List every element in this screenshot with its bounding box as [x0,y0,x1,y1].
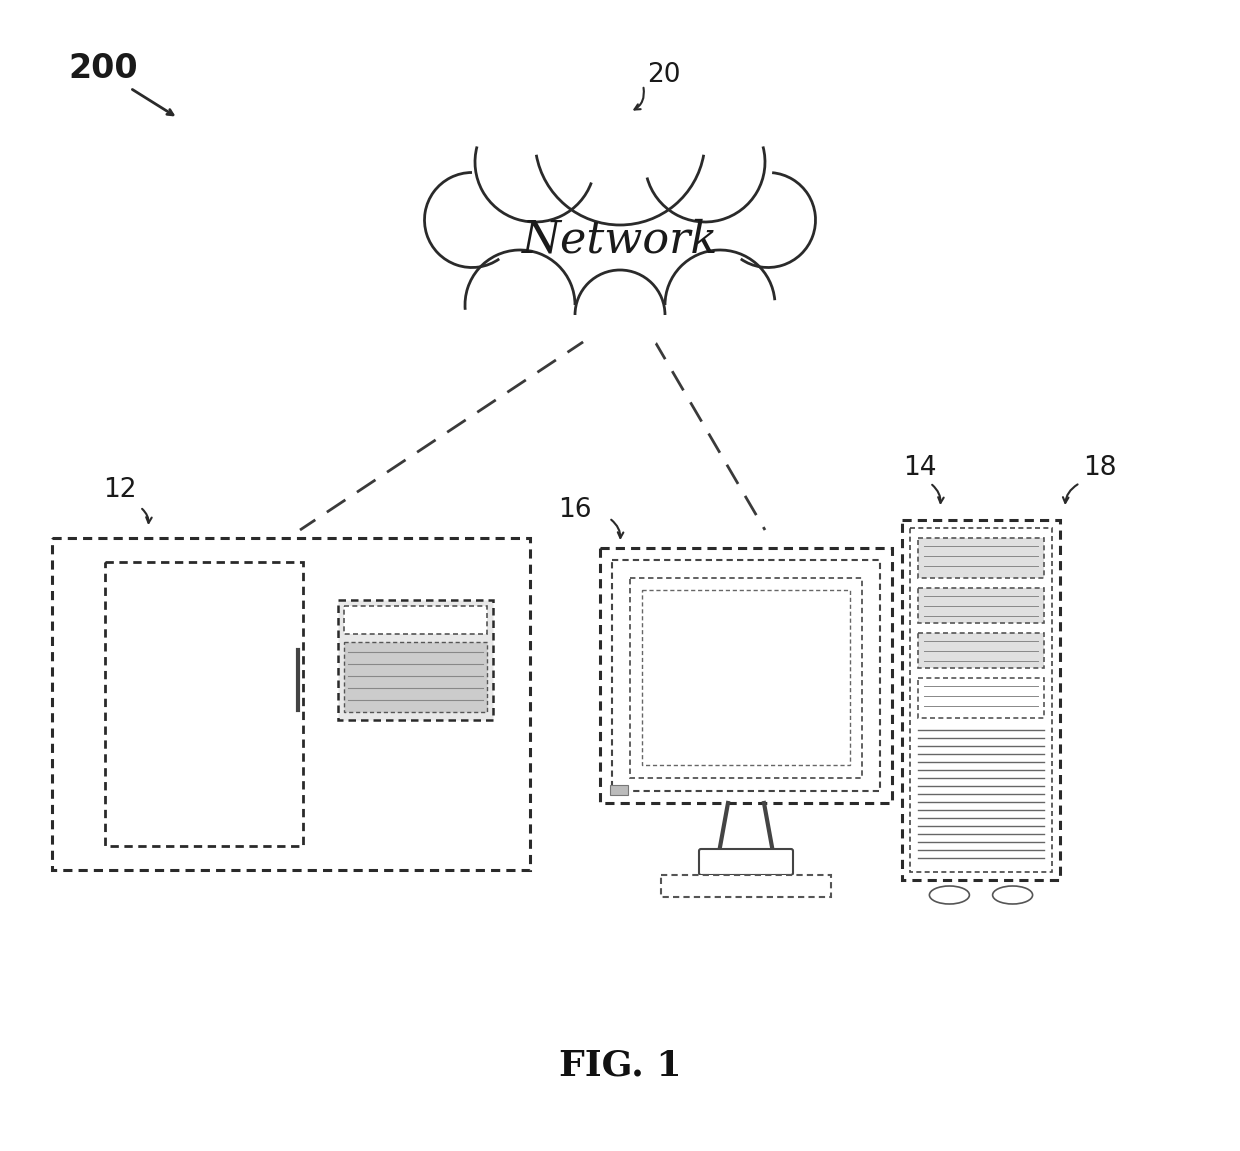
Bar [105,562,303,846]
Bar [918,678,1044,718]
Bar [910,528,1052,872]
Text: 14: 14 [903,455,936,481]
Text: 200: 200 [68,52,138,84]
Bar [642,590,849,765]
Ellipse shape [992,886,1033,904]
Ellipse shape [720,173,816,267]
Bar [613,561,880,791]
FancyBboxPatch shape [699,849,794,875]
Bar [630,578,862,778]
Ellipse shape [475,102,595,222]
Bar [339,600,494,721]
Ellipse shape [575,270,665,360]
Bar [918,538,1044,578]
Bar [918,633,1044,668]
Bar [600,548,892,803]
Text: Network: Network [522,219,718,261]
Ellipse shape [645,102,765,222]
Bar [343,642,487,712]
Bar [343,605,487,634]
Text: 12: 12 [103,477,136,503]
Bar [610,785,627,795]
Ellipse shape [424,173,520,267]
Text: 20: 20 [647,62,681,87]
Bar [918,588,1044,623]
Ellipse shape [534,55,706,224]
Ellipse shape [665,250,775,360]
Bar [661,875,831,897]
Ellipse shape [930,886,970,904]
Bar [52,538,529,870]
Text: 18: 18 [1084,455,1117,481]
Text: 16: 16 [558,497,591,523]
Ellipse shape [470,120,770,340]
Ellipse shape [465,250,575,360]
Text: FIG. 1: FIG. 1 [559,1049,681,1082]
Bar [901,520,1060,881]
